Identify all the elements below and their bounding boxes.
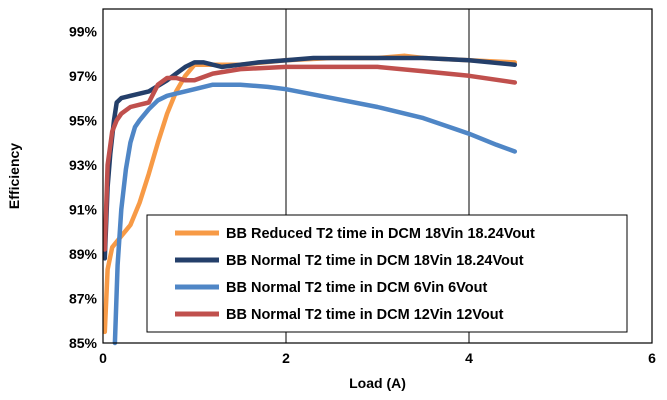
x-axis-title: Load (A) — [349, 375, 406, 391]
legend-label-1: BB Reduced T2 time in DCM 18Vin 18.24Vou… — [226, 226, 535, 242]
x-tick-label: 0 — [99, 350, 107, 366]
series-line-4 — [102, 64, 518, 252]
legend-box — [146, 214, 628, 333]
legend-label-2: BB Normal T2 time in DCM 18Vin 18.24Vout — [226, 253, 524, 269]
y-tick-label: 89% — [69, 246, 98, 262]
legend-label-4: BB Normal T2 time in DCM 12Vin 12Vout — [226, 307, 504, 323]
x-tick-label: 4 — [465, 350, 473, 366]
y-tick-label: 85% — [69, 335, 98, 351]
y-tick-label: 91% — [69, 201, 98, 217]
legend-label-3: BB Normal T2 time in DCM 6Vin 6Vout — [226, 280, 487, 296]
series-line-2 — [102, 55, 518, 261]
y-tick-label: 87% — [69, 290, 98, 306]
y-tick-label: 95% — [69, 112, 98, 128]
y-axis-title: Efficiency — [6, 143, 22, 209]
x-tick-label: 6 — [648, 350, 656, 366]
y-tick-label: 97% — [69, 68, 98, 84]
tick-labels: 0 2 4 6 85% 87% 89% 91% 93% 95% 97% 99% — [69, 23, 656, 366]
plot-frame — [102, 8, 653, 344]
legend: BB Reduced T2 time in DCM 18Vin 18.24Vou… — [146, 214, 628, 333]
y-tick-label: 99% — [69, 23, 98, 39]
series-line-3 — [112, 82, 518, 346]
series-layer — [102, 53, 518, 346]
x-tick-label: 2 — [282, 350, 290, 366]
y-tick-label: 93% — [69, 157, 98, 173]
